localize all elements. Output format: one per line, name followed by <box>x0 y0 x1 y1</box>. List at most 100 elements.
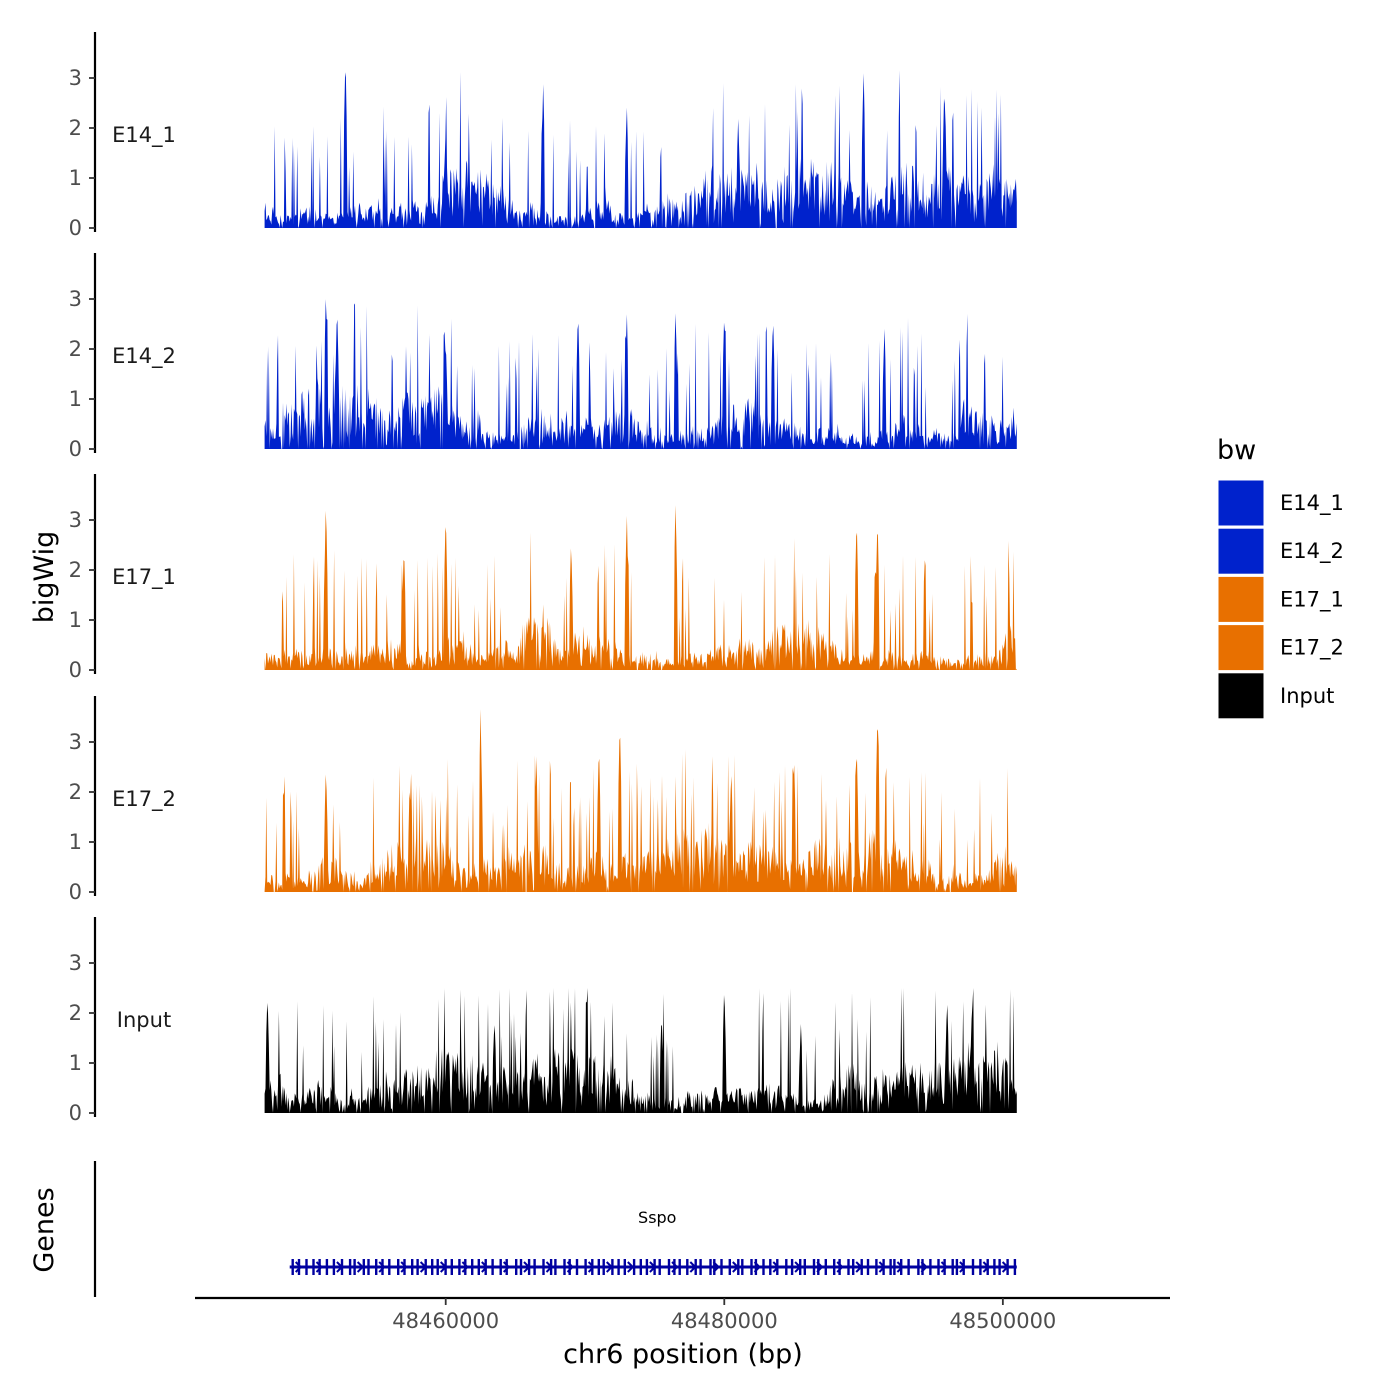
exon <box>312 1259 315 1275</box>
exon <box>694 1259 697 1275</box>
exon <box>348 1259 352 1275</box>
strand-arrow <box>294 1261 303 1273</box>
exon <box>817 1259 820 1275</box>
exon <box>645 1259 649 1275</box>
exon <box>353 1259 356 1275</box>
exon <box>332 1259 336 1275</box>
exon <box>799 1259 802 1275</box>
exon <box>471 1259 474 1275</box>
y-tick-label: 3 <box>69 66 82 90</box>
exon <box>833 1259 836 1275</box>
exon <box>860 1259 863 1275</box>
exon <box>477 1259 480 1275</box>
exon <box>527 1259 531 1275</box>
exon <box>602 1259 605 1275</box>
exon <box>937 1259 940 1275</box>
track-label: E14_1 <box>112 123 176 148</box>
exon <box>519 1259 523 1275</box>
track-Input: 0 1 2 3 Input <box>69 917 1017 1125</box>
signal-area-Input <box>264 988 1017 1113</box>
exon <box>750 1259 753 1275</box>
exon <box>450 1259 453 1275</box>
legend: bw E14_1 E14_2 E17_1 E17_2 Input <box>1217 435 1344 720</box>
y-tick-label: 0 <box>69 880 82 904</box>
y-tick-label: 2 <box>69 337 82 361</box>
exon <box>673 1259 676 1275</box>
legend-swatch-E14_1 <box>1217 479 1265 527</box>
strand-arrow <box>400 1261 408 1273</box>
exon <box>568 1259 571 1275</box>
legend-swatch-E17_1 <box>1217 575 1265 623</box>
exon <box>444 1259 447 1275</box>
exon <box>699 1259 702 1275</box>
exon <box>411 1259 414 1275</box>
legend-swatch-E14_2 <box>1217 527 1265 575</box>
gene-name-label: Sspo <box>638 1208 676 1227</box>
y-tick-label: 1 <box>69 830 82 854</box>
exon <box>632 1259 636 1275</box>
track-label: E14_2 <box>112 344 176 369</box>
x-axis: 48460000 48480000 48500000 <box>195 1296 1170 1333</box>
exon <box>653 1259 656 1275</box>
exon <box>639 1259 642 1275</box>
signal-area-E17_1 <box>264 505 1017 670</box>
exon <box>318 1259 321 1275</box>
legend-label-Input: Input <box>1280 684 1334 708</box>
track-label: E17_2 <box>112 787 176 812</box>
gene-track-title: Genes <box>29 1187 60 1272</box>
exon <box>325 1259 329 1275</box>
exon <box>291 1259 294 1275</box>
exon <box>397 1259 400 1275</box>
y-tick-label: 0 <box>69 658 82 682</box>
exon <box>737 1259 740 1275</box>
exon <box>812 1259 816 1275</box>
exon <box>838 1259 841 1275</box>
exon <box>929 1259 932 1275</box>
exon <box>584 1259 587 1275</box>
y-tick-label: 2 <box>69 116 82 140</box>
exon <box>720 1259 723 1275</box>
exon <box>542 1259 545 1275</box>
track-label: Input <box>117 1008 171 1032</box>
legend-title: bw <box>1217 435 1256 466</box>
strand-arrow <box>940 1261 948 1273</box>
exon <box>305 1259 308 1275</box>
strand-arrow <box>627 1261 635 1273</box>
y-tick-label: 0 <box>69 437 82 461</box>
exon <box>979 1259 982 1275</box>
exon <box>563 1259 566 1275</box>
exon <box>866 1259 870 1275</box>
track-E14_1: 0 1 2 3 E14_1 <box>69 32 1017 240</box>
x-tick-label: 48460000 <box>392 1309 499 1333</box>
exon <box>533 1259 536 1275</box>
exon <box>424 1259 427 1275</box>
exon <box>591 1259 594 1275</box>
exon <box>907 1259 910 1275</box>
exon <box>709 1259 712 1275</box>
x-tick-label: 48500000 <box>949 1309 1056 1333</box>
y-tick-label: 2 <box>69 780 82 804</box>
exon <box>882 1259 885 1275</box>
legend-label-E14_1: E14_1 <box>1280 491 1344 516</box>
exon <box>790 1259 794 1275</box>
x-axis-title: chr6 position (bp) <box>563 1339 803 1370</box>
strand-arrow <box>378 1261 386 1273</box>
exon <box>921 1259 924 1275</box>
y-tick-label: 3 <box>69 730 82 754</box>
track-E14_2: 0 1 2 3 E14_2 <box>69 253 1017 461</box>
signal-area-E14_2 <box>264 299 1017 449</box>
legend-label-E17_2: E17_2 <box>1280 636 1344 661</box>
exon <box>951 1259 954 1275</box>
exon <box>515 1259 518 1275</box>
exon <box>340 1259 344 1275</box>
exon <box>986 1259 989 1275</box>
y-axis-title: bigWig <box>29 531 60 624</box>
exon <box>549 1259 553 1275</box>
exon <box>362 1259 365 1275</box>
y-tick-label: 1 <box>69 387 82 411</box>
gene-track: Sspo <box>93 1161 1017 1297</box>
exon <box>847 1259 850 1275</box>
legend-swatch-E17_2 <box>1217 624 1265 672</box>
strand-arrow <box>587 1261 596 1273</box>
exon <box>971 1259 975 1275</box>
